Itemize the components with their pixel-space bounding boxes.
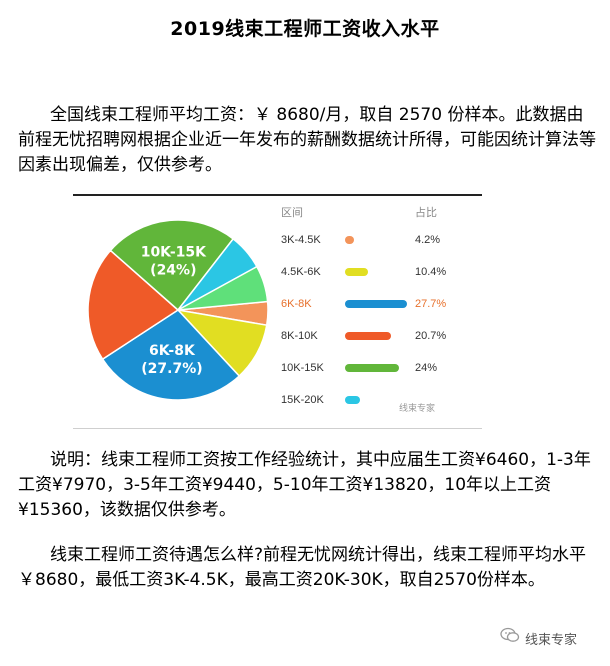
chart-legend: 区间 占比 3K-4.5K 4.2% 4.5K-6K 10.4% 6K-8K 27.7% 8… (271, 204, 476, 424)
page-title: 2019线束工程师工资收入水平 (170, 18, 440, 40)
chart-watermark: 线束专家 (399, 404, 436, 414)
legend-pct: 27.7% (415, 298, 447, 310)
legend-header: 区间 占比 (271, 204, 471, 220)
pie-label-3: 6K-8K (149, 343, 196, 359)
pie-slice-7 (177, 265, 269, 311)
legend-label: 10K-15K (281, 362, 324, 374)
legend-row: 15K-20K (271, 390, 476, 412)
legend-label: 15K-20K (281, 394, 324, 406)
pie-label-5: 10K-15K (141, 245, 207, 261)
legend-row: 6K-8K 27.7% (271, 294, 476, 316)
pie-slice-4 (87, 249, 180, 361)
legend-bar (345, 300, 407, 308)
legend-bar (345, 332, 391, 340)
legend-header-range: 区间 (281, 207, 303, 219)
legend-label: 6K-8K (281, 298, 312, 310)
pie-slice-3 (101, 309, 241, 401)
legend-row: 8K-10K 20.7% (271, 326, 476, 348)
summary-paragraph: 线束工程师工资待遇怎么样?前程无忧网统计得出，线束工程师平均水平￥8680，最低… (18, 545, 587, 590)
legend-pct: 20.7% (415, 330, 447, 342)
legend-bar (345, 396, 360, 404)
pie-pct-3: (27.7%) (141, 361, 202, 377)
pie-pct-5: (24%) (150, 263, 196, 279)
pie-svg: 6K-8K (27.7%) 10K-15K (24%) (87, 219, 269, 401)
legend-header-share: 占比 (415, 207, 437, 219)
legend-row: 10K-15K 24% (271, 358, 476, 380)
legend-label: 4.5K-6K (281, 266, 321, 278)
legend-pct: 10.4% (415, 266, 447, 278)
legend-label: 3K-4.5K (281, 234, 321, 246)
legend-bar (345, 364, 399, 372)
intro-paragraph: 全国线束工程师平均工资：￥ 8680/月，取自 2570 份样本。此数据由前程无… (18, 105, 596, 175)
legend-row: 4.5K-6K 10.4% (271, 262, 476, 284)
legend-row: 3K-4.5K 4.2% (271, 230, 476, 252)
legend-pct: 4.2% (415, 234, 441, 246)
salary-pie-chart: 6K-8K (27.7%) 10K-15K (24%) 区间 占比 3K-4.5K 4.… (73, 194, 482, 429)
pie-slice-5 (109, 219, 235, 312)
chat-bubble-icon (500, 627, 520, 642)
experience-paragraph: 说明：线束工程师工资按工作经验统计，其中应届生工资¥6460，1-3年工资¥79… (18, 450, 591, 520)
legend-bar (345, 236, 354, 244)
legend-label: 8K-10K (281, 330, 318, 342)
watermark-text: 线束专家 (525, 633, 578, 648)
legend-pct: 24% (415, 362, 438, 374)
legend-bar (345, 268, 368, 276)
